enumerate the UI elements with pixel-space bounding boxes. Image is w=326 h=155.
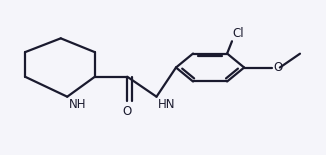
Text: HN: HN (158, 98, 176, 111)
Text: O: O (273, 61, 282, 74)
Text: NH: NH (69, 98, 86, 111)
Text: O: O (123, 105, 132, 118)
Text: Cl: Cl (233, 27, 244, 40)
